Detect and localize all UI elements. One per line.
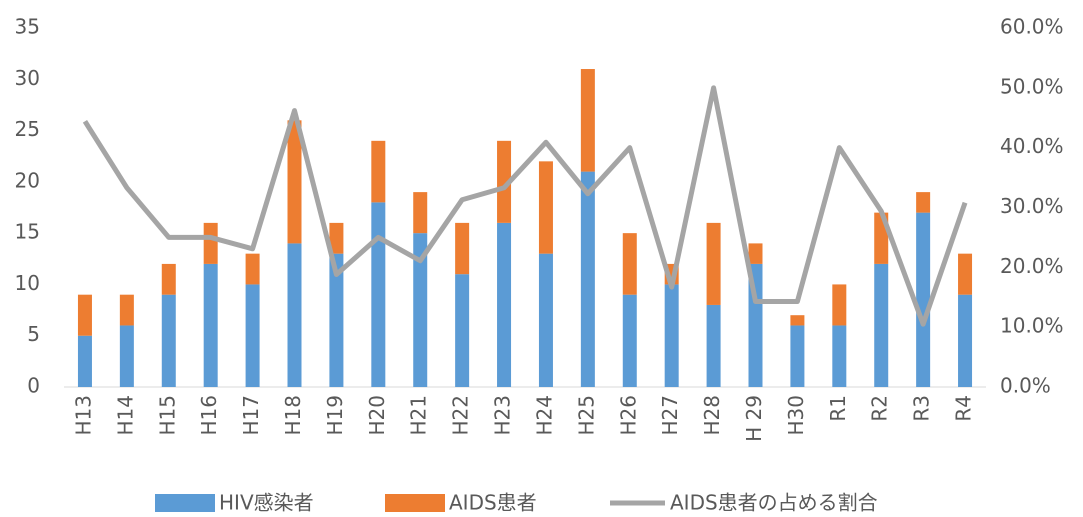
x-tick-label: H13 <box>71 395 95 436</box>
y2-tick-label: 0.0% <box>1000 374 1051 398</box>
y-tick-label: 20 <box>15 168 40 192</box>
x-tick-label: H21 <box>407 395 431 436</box>
bar <box>371 140 386 203</box>
y-tick-label: 10 <box>15 271 40 295</box>
bar <box>287 243 302 387</box>
bar <box>455 274 470 387</box>
x-tick-label: H26 <box>616 395 640 436</box>
legend-label: HIV感染者 <box>219 491 314 515</box>
bar <box>832 284 847 326</box>
bar <box>497 140 512 223</box>
bar <box>455 222 470 275</box>
bar <box>287 120 302 244</box>
y2-tick-label: 40.0% <box>1000 134 1064 158</box>
bar <box>161 294 176 387</box>
bar <box>203 263 218 387</box>
bar <box>622 233 637 295</box>
y2-tick-label: 20.0% <box>1000 254 1064 278</box>
y2-tick-label: 60.0% <box>1000 15 1064 39</box>
x-tick-label: H24 <box>532 395 556 436</box>
bar <box>203 222 218 264</box>
bar <box>245 284 260 387</box>
x-tick-label: H30 <box>784 395 808 436</box>
bar <box>371 202 386 387</box>
bar <box>790 315 805 326</box>
y-tick-label: 15 <box>15 220 40 244</box>
bar <box>77 294 92 336</box>
legend-label: AIDS患者 <box>449 491 537 515</box>
x-tick-label: H14 <box>113 395 137 436</box>
x-tick-label: H17 <box>239 395 263 436</box>
x-tick-label: H25 <box>574 395 598 436</box>
bar <box>622 294 637 387</box>
bar <box>706 222 721 305</box>
x-tick-label: H27 <box>658 395 682 436</box>
x-tick-label: H15 <box>155 395 179 436</box>
bar <box>916 212 931 387</box>
bar <box>245 253 260 285</box>
line <box>82 85 968 327</box>
bar <box>413 233 428 387</box>
x-tick-label: H20 <box>365 395 389 436</box>
bar <box>538 161 553 254</box>
bar <box>329 253 344 387</box>
x-tick-label: H28 <box>700 395 724 436</box>
bar <box>748 243 763 264</box>
y2-tick-label: 10.0% <box>1000 314 1064 338</box>
bar <box>580 171 595 387</box>
bar <box>119 325 134 387</box>
bar <box>874 263 889 387</box>
bar <box>497 222 512 387</box>
y2-tick-label: 30.0% <box>1000 194 1064 218</box>
x-tick-label: H16 <box>197 395 221 436</box>
bar <box>580 69 595 172</box>
y2-tick-label: 50.0% <box>1000 74 1064 98</box>
bar <box>916 192 931 213</box>
x-tick-label: H18 <box>281 395 305 436</box>
legend-swatch <box>155 494 215 512</box>
x-tick-label: H 29 <box>742 395 766 442</box>
bar <box>664 284 679 387</box>
x-tick-label: R4 <box>952 395 976 422</box>
bar <box>329 222 344 254</box>
bar <box>77 335 92 387</box>
bar <box>538 253 553 387</box>
x-tick-label: R1 <box>826 395 850 422</box>
legend-swatch <box>385 494 445 512</box>
y-tick-label: 0 <box>27 374 40 398</box>
bar <box>119 294 134 326</box>
y-tick-label: 30 <box>15 66 40 90</box>
x-tick-label: R3 <box>910 395 934 422</box>
bar <box>413 192 428 234</box>
bar <box>958 294 973 387</box>
y-tick-label: 5 <box>27 322 40 346</box>
x-tick-label: H19 <box>323 395 347 436</box>
legend-label: AIDS患者の占める割合 <box>670 491 878 515</box>
bar <box>161 263 176 295</box>
y-tick-label: 25 <box>15 117 40 141</box>
bar <box>958 253 973 295</box>
x-tick-label: R2 <box>868 395 892 422</box>
x-tick-label: H23 <box>491 395 515 436</box>
bar <box>832 325 847 387</box>
x-tick-label: H22 <box>449 395 473 436</box>
bar <box>790 325 805 387</box>
y-tick-label: 35 <box>15 15 40 39</box>
bar <box>706 304 721 387</box>
